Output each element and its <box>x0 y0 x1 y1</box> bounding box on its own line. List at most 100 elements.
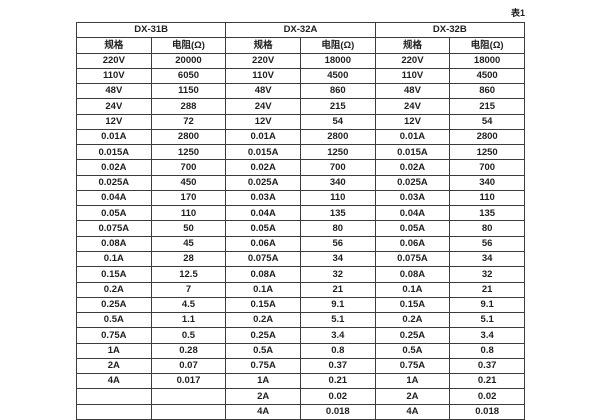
group-header-dx32b: DX-32B <box>374 21 526 39</box>
resistance-cell: 170 <box>150 189 227 207</box>
resistance-cell: 21 <box>449 281 525 298</box>
resistance-cell: 0.018 <box>449 403 525 420</box>
resistance-cell <box>150 403 227 420</box>
spec-cell: 0.04A <box>374 205 451 222</box>
spec-cell: 0.2A <box>374 312 451 329</box>
resistance-cell: 7 <box>150 281 227 298</box>
table-row: 12V 72 12V 54 12V 54 <box>76 113 525 130</box>
resistance-cell <box>150 388 227 405</box>
spec-cell: 220V <box>76 52 152 69</box>
resistance-cell: 0.02 <box>449 388 525 405</box>
table-row: 0.25A 4.5 0.15A 9.1 0.15A 9.1 <box>76 296 525 314</box>
resistance-cell: 34 <box>299 250 376 268</box>
spec-cell: 110V <box>374 67 451 85</box>
table-row: 0.01A 2800 0.01A 2800 0.01A 2800 <box>76 128 525 146</box>
resistance-cell: 1250 <box>150 144 227 161</box>
resistance-cell: 2800 <box>449 128 525 146</box>
spec-cell: 4A <box>225 403 301 420</box>
resistance-cell: 4.5 <box>150 296 227 314</box>
spec-cell: 220V <box>225 52 301 69</box>
resistance-cell: 450 <box>150 174 227 191</box>
resistance-cell: 288 <box>150 98 227 115</box>
resistance-table-container: DX-31B DX-32A DX-32B 规格 电阻(Ω) 规格 电阻(Ω) 规… <box>75 21 526 420</box>
spec-cell: 0.5A <box>76 312 152 329</box>
spec-cell: 0.25A <box>374 327 451 344</box>
resistance-cell: 110 <box>449 189 525 207</box>
spec-cell: 12V <box>374 113 451 130</box>
resistance-cell: 0.8 <box>299 342 376 359</box>
spec-cell: 48V <box>374 83 451 100</box>
spec-cell: 4A <box>374 403 451 420</box>
table-row: 2A 0.02 2A 0.02 <box>76 388 525 405</box>
resistance-cell: 0.07 <box>150 357 227 375</box>
resistance-column-header: 电阻(Ω) <box>449 37 525 54</box>
spec-cell: 0.25A <box>76 296 152 314</box>
resistance-column-header: 电阻(Ω) <box>299 37 376 54</box>
table-row: 4A 0.018 4A 0.018 <box>76 403 525 420</box>
spec-cell: 48V <box>225 83 301 100</box>
spec-cell: 0.03A <box>374 189 451 207</box>
resistance-cell: 0.8 <box>449 342 525 359</box>
spec-cell: 0.75A <box>225 357 301 375</box>
resistance-cell: 80 <box>449 220 525 237</box>
resistance-cell: 32 <box>449 266 525 283</box>
resistance-cell: 135 <box>299 205 376 222</box>
spec-cell: 0.025A <box>76 174 152 191</box>
spec-cell: 24V <box>225 98 301 115</box>
spec-cell: 4A <box>76 373 152 390</box>
spec-cell: 0.15A <box>225 296 301 314</box>
spec-cell: 12V <box>225 113 301 130</box>
spec-cell: 1A <box>76 342 152 359</box>
resistance-cell: 34 <box>449 250 525 268</box>
resistance-column-header: 电阻(Ω) <box>150 37 227 54</box>
spec-cell: 0.06A <box>374 235 451 252</box>
resistance-cell: 1.1 <box>150 312 227 329</box>
spec-cell: 0.04A <box>225 205 301 222</box>
resistance-cell: 860 <box>449 83 525 100</box>
resistance-cell: 56 <box>449 235 525 252</box>
spec-cell: 0.015A <box>225 144 301 161</box>
resistance-cell: 5.1 <box>449 312 525 329</box>
resistance-cell: 215 <box>299 98 376 115</box>
resistance-cell: 28 <box>150 250 227 268</box>
resistance-cell: 2800 <box>150 128 227 146</box>
resistance-cell: 56 <box>299 235 376 252</box>
spec-cell: 0.025A <box>225 174 301 191</box>
resistance-cell: 54 <box>299 113 376 130</box>
resistance-cell: 1250 <box>299 144 376 161</box>
spec-cell: 0.75A <box>76 327 152 344</box>
resistance-cell: 0.018 <box>299 403 376 420</box>
resistance-cell: 0.21 <box>449 373 525 390</box>
spec-cell: 0.01A <box>76 128 152 146</box>
resistance-cell: 80 <box>299 220 376 237</box>
group-header-row: DX-31B DX-32A DX-32B <box>75 21 526 39</box>
table-row: 1A 0.28 0.5A 0.8 0.5A 0.8 <box>76 342 525 359</box>
resistance-cell: 1250 <box>449 144 525 161</box>
spec-cell: 0.02A <box>225 159 301 176</box>
table-row: 0.025A 450 0.025A 340 0.025A 340 <box>76 174 525 191</box>
spec-cell: 0.75A <box>374 357 451 375</box>
resistance-cell: 4500 <box>449 67 525 85</box>
table-row: 0.075A 50 0.05A 80 0.05A 80 <box>76 220 525 237</box>
column-header-row: 规格 电阻(Ω) 规格 电阻(Ω) 规格 电阻(Ω) <box>76 37 525 54</box>
resistance-cell: 4500 <box>299 67 376 85</box>
spec-cell: 0.15A <box>374 296 451 314</box>
spec-cell: 0.015A <box>76 144 152 161</box>
resistance-cell: 72 <box>150 113 227 130</box>
spec-cell: 0.08A <box>225 266 301 283</box>
resistance-cell: 700 <box>449 159 525 176</box>
resistance-cell: 3.4 <box>449 327 525 344</box>
resistance-cell: 110 <box>150 205 227 222</box>
resistance-cell: 1150 <box>150 83 227 100</box>
spec-cell: 0.04A <box>76 189 152 207</box>
resistance-cell: 9.1 <box>299 296 376 314</box>
spec-cell: 0.02A <box>374 159 451 176</box>
resistance-cell: 700 <box>150 159 227 176</box>
spec-cell: 220V <box>374 52 451 69</box>
resistance-cell: 700 <box>299 159 376 176</box>
spec-cell: 12V <box>76 113 152 130</box>
spec-cell: 0.05A <box>225 220 301 237</box>
resistance-cell: 9.1 <box>449 296 525 314</box>
table-row: 2A 0.07 0.75A 0.37 0.75A 0.37 <box>76 357 525 375</box>
table-row: 0.02A 700 0.02A 700 0.02A 700 <box>76 159 525 176</box>
